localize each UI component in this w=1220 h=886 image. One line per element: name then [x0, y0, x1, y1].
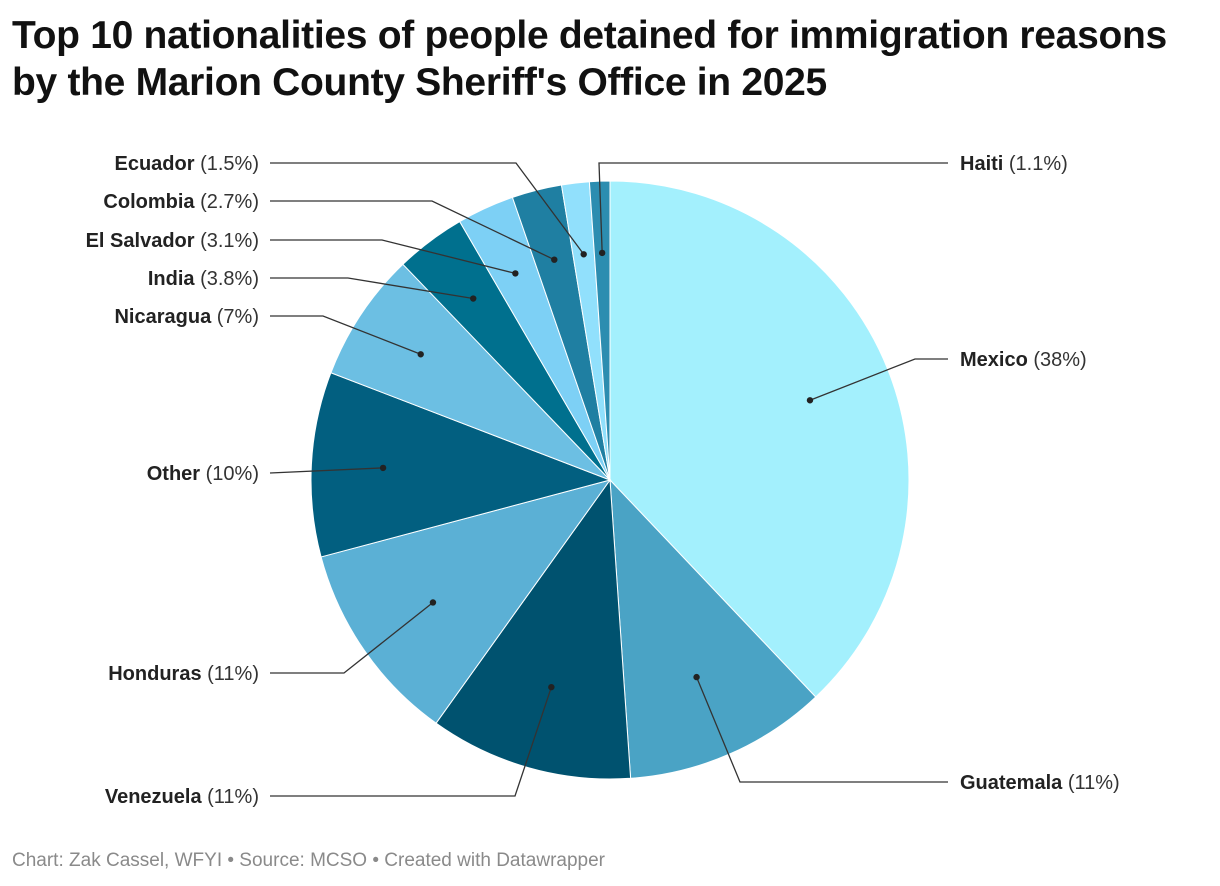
leader-line [270, 601, 434, 674]
slice-label-name: Mexico [960, 349, 1028, 371]
slice-label: Haiti (1.1%) [960, 153, 1068, 175]
leader-dot [806, 397, 814, 404]
leader-line [270, 239, 516, 275]
slice-label-percent: (1.1%) [1003, 153, 1067, 175]
leader-line [809, 358, 948, 401]
slice-label-name: El Salvador [86, 230, 195, 252]
slice-label-name: Honduras [108, 663, 201, 685]
leader-dot [512, 270, 519, 277]
slice-label-name: Colombia [103, 191, 195, 213]
slice-label-percent: (11%) [202, 786, 259, 808]
slice-label: Colombia (2.7%) [103, 191, 259, 213]
slice-label-name: Haiti [960, 153, 1003, 175]
leader-line [270, 200, 555, 261]
slice-label-name: Ecuador [115, 153, 195, 175]
slice-label-percent: (3.1%) [195, 230, 259, 252]
slice-label: Mexico (38%) [960, 349, 1087, 371]
leader-dot [693, 673, 700, 681]
slice-labels: Mexico (38%)Guatemala (11%)Venezuela (11… [86, 153, 1120, 808]
leader-line [270, 162, 585, 255]
leader-dot [548, 683, 555, 691]
slice-label-percent: (11%) [1062, 772, 1119, 794]
leader-dot [379, 464, 387, 472]
leader-dot [580, 251, 587, 258]
pie-slice-other [310, 372, 612, 558]
slice-label-name: Nicaragua [114, 306, 212, 328]
leader-dot [470, 295, 477, 302]
slice-label: India (3.8%) [148, 268, 259, 290]
leader-line [270, 315, 421, 355]
leader-line [269, 467, 384, 474]
slice-label-name: Other [147, 463, 201, 485]
leader-line [270, 277, 474, 300]
slice-label-percent: (1.5%) [195, 153, 259, 175]
pie-slice-nicaragua [330, 263, 611, 481]
slice-label: Honduras (11%) [108, 663, 259, 685]
chart-title: Top 10 nationalities of people detained … [12, 14, 1167, 104]
leader-line [598, 162, 948, 253]
pie-slices [310, 180, 910, 780]
slice-label-name: India [148, 268, 196, 290]
slice-label: Ecuador (1.5%) [115, 153, 260, 175]
leader-line [695, 676, 948, 783]
leader-dot [598, 249, 606, 257]
slice-label: Other (10%) [147, 463, 259, 485]
leader-dot [429, 599, 437, 606]
slice-label-name: Guatemala [960, 772, 1063, 794]
pie-slice-honduras [320, 479, 612, 724]
slice-label: Venezuela (11%) [105, 786, 259, 808]
slice-label-name: Venezuela [105, 786, 203, 808]
slice-label-percent: (7%) [211, 306, 259, 328]
pie-slice-guatemala [609, 478, 817, 779]
slice-label: El Salvador (3.1%) [86, 230, 259, 252]
pie-slice-venezuela [435, 478, 632, 780]
chart-footer: Chart: Zak Cassel, WFYI • Source: MCSO •… [12, 850, 605, 871]
slice-label-percent: (2.7%) [195, 191, 259, 213]
slice-label-percent: (38%) [1028, 349, 1087, 371]
leader-dot [551, 256, 558, 263]
leader-dot [417, 351, 424, 358]
leader-lines [269, 162, 948, 797]
slice-label-percent: (3.8%) [195, 268, 259, 290]
slice-label-percent: (10%) [200, 463, 259, 485]
leader-line [270, 686, 552, 797]
slice-label: Guatemala (11%) [960, 772, 1120, 794]
slice-label: Nicaragua (7%) [114, 306, 259, 328]
slice-label-percent: (11%) [202, 663, 259, 685]
